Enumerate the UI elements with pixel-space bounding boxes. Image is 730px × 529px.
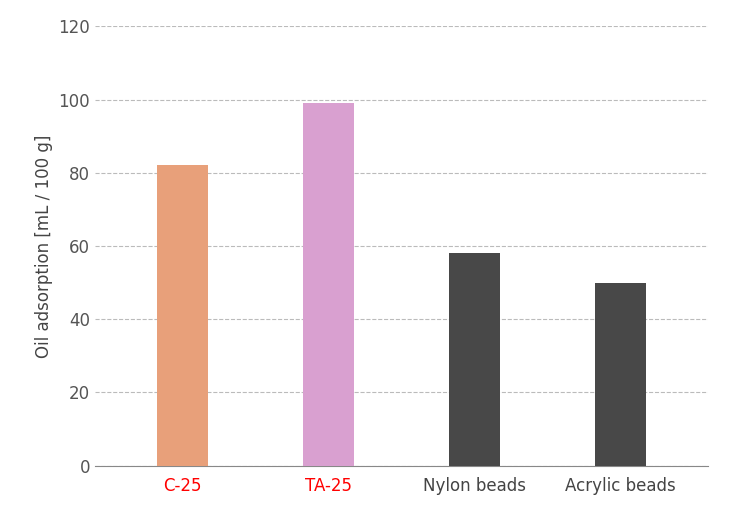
Bar — [303, 103, 354, 466]
Bar — [157, 166, 208, 466]
Y-axis label: Oil adsorption [mL / 100 g]: Oil adsorption [mL / 100 g] — [35, 134, 53, 358]
Bar — [595, 282, 646, 466]
Bar — [449, 253, 500, 466]
